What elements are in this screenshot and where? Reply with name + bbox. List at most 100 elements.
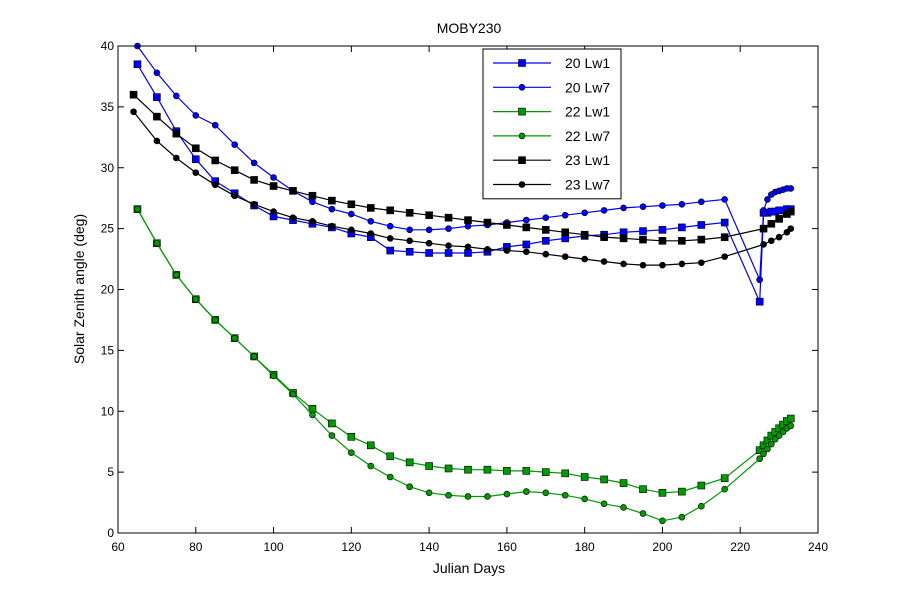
data-point: [619, 234, 628, 243]
data-point: [503, 490, 511, 498]
data-point: [308, 191, 317, 200]
data-point: [250, 353, 258, 360]
data-point: [639, 261, 647, 269]
x-tick-label: 100: [264, 540, 284, 554]
data-point: [211, 316, 219, 324]
data-point: [787, 225, 795, 232]
series-line: [136, 45, 791, 281]
data-point: [211, 181, 219, 189]
data-point: [678, 260, 686, 268]
data-point: [697, 235, 706, 244]
series-23-lw7: [130, 108, 795, 269]
data-point: [522, 467, 531, 475]
data-point: [658, 226, 667, 234]
data-point: [405, 458, 414, 467]
y-tick-label: 30: [101, 161, 115, 175]
data-point: [192, 112, 200, 119]
data-point: [192, 295, 200, 303]
data-point: [153, 137, 161, 145]
legend-item: 22 Lw7: [493, 128, 610, 144]
data-point: [639, 485, 647, 493]
data-point: [756, 276, 763, 284]
data-point: [600, 233, 608, 241]
data-point: [386, 206, 395, 215]
y-tick-label: 5: [107, 465, 114, 479]
data-point: [775, 215, 783, 223]
data-point: [289, 214, 297, 221]
data-point: [386, 452, 395, 461]
legend-item: 23 Lw1: [493, 152, 610, 168]
data-point: [425, 489, 433, 497]
legend-label: 20 Lw1: [565, 55, 610, 71]
data-point: [464, 216, 472, 224]
data-point: [620, 260, 627, 268]
data-point: [756, 455, 763, 463]
data-point: [464, 249, 472, 257]
data-point: [698, 259, 705, 267]
data-point: [787, 185, 795, 192]
data-point: [561, 253, 569, 260]
data-point: [768, 440, 775, 448]
legend-item: 23 Lw7: [493, 177, 610, 193]
data-point: [444, 249, 453, 257]
data-point: [230, 166, 239, 174]
data-point: [720, 474, 729, 483]
x-axis: 60 80 100 120 140 160 180 200 220 240: [111, 46, 828, 554]
data-point: [720, 218, 729, 227]
y-tick-label: 25: [101, 222, 115, 236]
data-point: [133, 60, 142, 69]
data-point: [503, 247, 511, 254]
legend-marker: [518, 181, 526, 188]
data-point: [211, 156, 220, 165]
data-point: [678, 237, 686, 245]
data-point: [760, 450, 767, 458]
data-point: [561, 211, 569, 219]
series-22-lw7: [134, 205, 795, 525]
data-point: [581, 255, 588, 263]
data-point: [503, 221, 511, 229]
data-point: [386, 246, 395, 255]
data-point: [444, 464, 453, 473]
data-point: [386, 235, 394, 242]
data-point: [270, 372, 277, 380]
data-point: [639, 510, 647, 517]
data-point: [755, 446, 764, 455]
data-point: [541, 468, 550, 476]
data-point: [697, 481, 706, 490]
data-point: [720, 233, 729, 241]
data-point: [620, 204, 627, 212]
y-tick-label: 0: [107, 526, 114, 540]
data-point: [786, 207, 795, 216]
data-point: [764, 196, 771, 203]
data-point: [775, 233, 783, 241]
x-tick-label: 140: [419, 540, 439, 554]
data-point: [191, 144, 200, 153]
data-point: [366, 441, 375, 450]
data-point: [678, 513, 686, 521]
series-line: [133, 111, 792, 266]
data-point: [250, 200, 258, 208]
data-point: [347, 200, 356, 209]
plot-area: [118, 46, 818, 533]
series-layer: [129, 42, 795, 525]
data-point: [698, 198, 705, 206]
data-point: [367, 230, 375, 237]
data-point: [173, 154, 180, 162]
data-point: [678, 200, 686, 208]
series-23-lw1: [129, 90, 795, 245]
data-point: [250, 176, 258, 184]
legend-marker: [518, 107, 526, 116]
data-point: [348, 226, 355, 234]
data-point: [542, 214, 550, 221]
y-tick-label: 10: [101, 404, 115, 418]
data-point: [522, 240, 531, 249]
data-point: [367, 462, 375, 470]
x-tick-label: 220: [730, 540, 750, 554]
x-tick-label: 60: [111, 540, 125, 554]
x-tick-label: 160: [497, 540, 517, 554]
data-point: [250, 159, 258, 167]
data-point: [760, 207, 767, 214]
data-point: [309, 198, 316, 206]
data-point: [600, 258, 608, 265]
